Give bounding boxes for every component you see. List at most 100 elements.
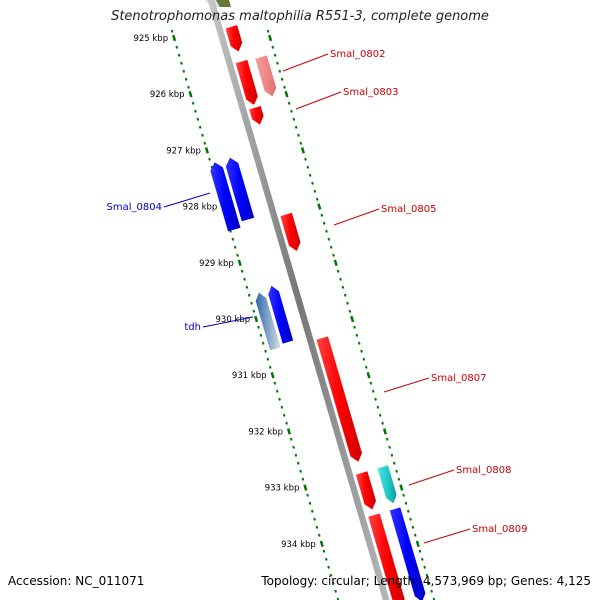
kbp-label: 929 kbp [199,259,234,269]
inner-minor-tick [282,413,286,417]
outer-minor-tick [339,277,342,281]
outer-minor-tick [402,493,405,497]
outer-minor-tick [362,357,366,361]
gene-label: Smal_0807 [431,373,486,384]
outer-major-tick [382,428,388,435]
inner-minor-tick [322,549,326,553]
outer-major-tick [333,259,338,267]
inner-minor-tick [285,421,288,425]
inner-minor-tick [289,437,293,441]
outer-minor-tick [418,549,422,553]
outer-minor-tick [353,325,356,329]
outer-minor-tick [411,525,415,529]
outer-minor-tick [425,573,429,577]
kbp-label: 925 kbp [133,34,168,44]
outer-minor-tick [329,245,333,249]
inner-minor-tick [233,245,237,249]
outer-minor-tick [357,341,361,345]
inner-minor-tick [306,493,309,497]
outer-minor-tick [404,501,408,505]
kbp-label: 931 kbp [232,371,267,381]
gene-leader-line [423,528,471,544]
inner-minor-tick [198,125,202,129]
inner-minor-tick [292,445,295,449]
outer-minor-tick [395,469,398,473]
outer-minor-tick [336,269,340,273]
inner-minor-tick [196,117,200,121]
outer-minor-tick [306,165,310,169]
outer-minor-tick [294,125,298,129]
inner-minor-tick [208,157,211,161]
outer-minor-tick [409,517,412,521]
inner-minor-tick [240,269,244,273]
outer-minor-tick [276,61,279,65]
inner-minor-tick [184,77,188,81]
gene-arrow [210,162,241,232]
gene-arrow [255,55,277,97]
outer-minor-tick [432,597,436,600]
outer-major-tick [366,371,371,379]
inner-minor-tick [310,509,314,513]
gene-leader-line [282,53,329,72]
gene-arrow [255,292,281,351]
kbp-label: 927 kbp [166,146,201,156]
outer-minor-tick [304,157,307,161]
outer-minor-tick [273,53,277,57]
gene-arrow [377,465,397,504]
inner-minor-tick [187,85,190,89]
outer-minor-tick [423,565,426,569]
genome-summary-text: Topology: circular; Length: 4,573,969 bp… [261,574,591,588]
outer-minor-tick [283,85,286,89]
gene-leader-line [408,469,455,486]
gene-arrow [268,285,294,344]
gene-label: Smal_0808 [456,465,511,476]
inner-minor-tick [170,29,174,33]
gene-leader-line [163,192,211,208]
backbone-line [207,0,390,600]
inner-major-tick [303,484,308,491]
inner-major-tick [237,259,242,267]
inner-minor-tick [194,109,197,113]
gene-arrow [225,25,243,52]
outer-minor-tick [374,397,377,401]
gene-label: Smal_0809 [472,524,527,535]
outer-minor-tick [313,189,317,193]
outer-minor-tick [360,349,363,353]
inner-minor-tick [175,45,179,49]
outer-minor-tick [308,173,312,177]
inner-minor-tick [280,405,284,409]
outer-tick-track [266,29,436,600]
kbp-label: 926 kbp [150,90,185,100]
outer-minor-tick [332,253,335,257]
outer-minor-tick [315,197,319,201]
outer-minor-tick [271,45,275,49]
outer-minor-tick [364,365,368,369]
gene-features [210,25,426,600]
inner-major-tick [270,371,275,379]
inner-minor-tick [259,333,263,337]
inner-minor-tick [301,477,305,481]
outer-major-tick [268,34,273,42]
outer-minor-tick [427,581,431,585]
inner-major-tick [204,147,209,154]
inner-minor-tick [275,389,279,393]
outer-minor-tick [413,533,417,537]
gene-leader-line [295,91,342,110]
gene-arrow [235,59,258,105]
inner-minor-tick [252,309,256,313]
inner-minor-tick [299,469,302,473]
outer-minor-tick [388,445,391,449]
kbp-label: 933 kbp [265,484,300,494]
inner-minor-tick [278,397,281,401]
inner-minor-tick [247,293,251,297]
kbp-label: 934 kbp [281,540,316,550]
outer-minor-tick [299,141,303,145]
gene-arrow [316,336,362,462]
inner-minor-tick [201,133,204,137]
inner-minor-tick [336,597,340,600]
genome-backbone [207,0,390,600]
outer-minor-tick [320,213,324,217]
gene-arrow [389,507,426,600]
inner-minor-tick [327,565,330,569]
outer-minor-tick [343,293,347,297]
